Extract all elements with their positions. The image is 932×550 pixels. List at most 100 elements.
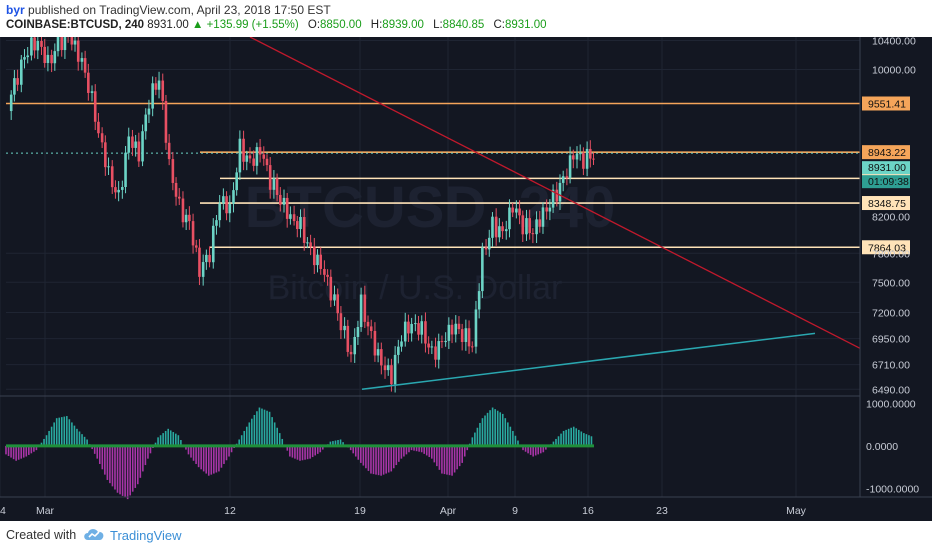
candle-body bbox=[222, 196, 225, 204]
candle-body bbox=[353, 336, 357, 355]
candle-body bbox=[302, 217, 306, 243]
candle-body bbox=[242, 138, 245, 162]
candle-body bbox=[437, 341, 441, 360]
created-with-text: Created with bbox=[6, 528, 77, 542]
candle-body bbox=[386, 365, 390, 371]
candle-body bbox=[460, 329, 464, 342]
candle-body bbox=[582, 153, 585, 169]
candle-body bbox=[494, 216, 498, 238]
tradingview-cloud-icon[interactable] bbox=[82, 525, 106, 545]
candle-body bbox=[255, 147, 259, 166]
x-tick-label: Apr bbox=[440, 505, 457, 517]
candle-body bbox=[134, 141, 137, 148]
last-price: 8931.00 bbox=[147, 19, 189, 31]
candle-body bbox=[167, 142, 171, 160]
published-text: published on TradingView.com, April 23, … bbox=[28, 3, 331, 17]
candle-body bbox=[50, 54, 53, 64]
ascending-trendline bbox=[361, 332, 816, 391]
candle-body bbox=[555, 189, 559, 202]
candle-body bbox=[501, 226, 504, 232]
candle-body bbox=[329, 276, 333, 301]
candle-body bbox=[154, 83, 158, 90]
candle-body bbox=[585, 148, 589, 169]
open-value: 8850.00 bbox=[320, 19, 362, 31]
candle-body bbox=[292, 214, 296, 222]
price-tick-label: 7800.00 bbox=[872, 248, 910, 260]
price-tick-label: 6490.00 bbox=[872, 384, 910, 396]
candle-body bbox=[541, 207, 545, 227]
candle-body bbox=[124, 152, 127, 188]
candle-body bbox=[414, 323, 417, 325]
level-label: 8943.22 bbox=[868, 147, 906, 159]
candle-body bbox=[450, 324, 454, 335]
watermark-name: Bitcoin / U.S. Dollar bbox=[268, 269, 563, 307]
candle-body bbox=[417, 323, 420, 335]
candle-body bbox=[268, 165, 272, 190]
axes: Mar 12 19 Apr 9 16 23 May 14 10400.00 10000.00 8200… bbox=[0, 36, 932, 517]
candle-body bbox=[434, 346, 437, 360]
candle-body bbox=[16, 78, 19, 85]
candle-body bbox=[366, 321, 370, 327]
candle-body bbox=[407, 321, 410, 334]
candle-body bbox=[60, 36, 64, 51]
candle-body bbox=[262, 154, 266, 159]
tradingview-brand-link[interactable]: TradingView bbox=[110, 528, 182, 543]
candle-body bbox=[323, 268, 326, 275]
horizontal-levels[interactable]: 9551.418943.228631.738348.757864.038931.… bbox=[6, 96, 910, 255]
last-price-label: 8931.00 bbox=[868, 162, 906, 174]
candle-body bbox=[144, 114, 148, 132]
candle-body bbox=[558, 182, 562, 202]
candle-body bbox=[13, 78, 16, 95]
candle-body bbox=[535, 219, 538, 235]
candle-body bbox=[316, 254, 319, 266]
candle-body bbox=[137, 141, 141, 162]
candle-body bbox=[477, 291, 481, 310]
candle-body bbox=[295, 221, 299, 230]
candle-body bbox=[306, 242, 309, 244]
candle-body bbox=[376, 349, 380, 356]
publisher-user-link[interactable]: byr bbox=[6, 3, 25, 17]
trendlines[interactable] bbox=[249, 36, 861, 391]
candle-body bbox=[141, 131, 144, 162]
candle-body bbox=[343, 325, 346, 331]
candle-body bbox=[487, 237, 491, 250]
candle-body bbox=[76, 40, 80, 62]
candle-body bbox=[157, 80, 161, 90]
candle-body bbox=[97, 121, 100, 134]
candle-body bbox=[511, 207, 514, 213]
candle-body bbox=[278, 194, 282, 205]
price-chart-svg[interactable]: BTCUSD, 240 Bitcoin / U.S. Dollar 9551.4… bbox=[0, 23, 932, 521]
candle-body bbox=[319, 254, 323, 269]
candle-body bbox=[390, 365, 393, 385]
candle-body bbox=[393, 354, 397, 385]
candle-body bbox=[194, 245, 198, 248]
symbol-label: COINBASE:BTCUSD, 240 bbox=[6, 19, 145, 31]
chart-area[interactable]: BTCUSD, 240 Bitcoin / U.S. Dollar 9551.4… bbox=[0, 23, 932, 521]
candle-body bbox=[484, 247, 488, 250]
candle-body bbox=[53, 51, 57, 64]
candle-body bbox=[578, 153, 582, 155]
candle-body bbox=[147, 108, 151, 115]
high-value: 8939.00 bbox=[382, 19, 424, 31]
x-tick-label: 9 bbox=[512, 505, 518, 517]
footer: Created with TradingView bbox=[0, 521, 932, 550]
candle-body bbox=[545, 207, 548, 212]
candle-body bbox=[40, 40, 43, 47]
candle-body bbox=[383, 365, 387, 371]
candle-body bbox=[248, 155, 252, 159]
countdown-label: 01:09:38 bbox=[868, 176, 909, 188]
candle-body bbox=[403, 321, 407, 342]
x-tick-label: 16 bbox=[582, 505, 594, 517]
level-label-box bbox=[862, 240, 910, 255]
grid-lines bbox=[0, 37, 860, 497]
candle-body bbox=[107, 166, 110, 168]
low-label: L: bbox=[433, 19, 443, 31]
oscillator-histogram bbox=[5, 407, 594, 500]
candle-body bbox=[346, 325, 350, 352]
candle-body bbox=[46, 54, 50, 63]
candle-body bbox=[121, 187, 124, 190]
level-label-box bbox=[862, 196, 910, 211]
publisher-line: byr published on TradingView.com, April … bbox=[6, 3, 331, 17]
candle-body bbox=[201, 262, 205, 277]
candle-body bbox=[447, 324, 451, 341]
